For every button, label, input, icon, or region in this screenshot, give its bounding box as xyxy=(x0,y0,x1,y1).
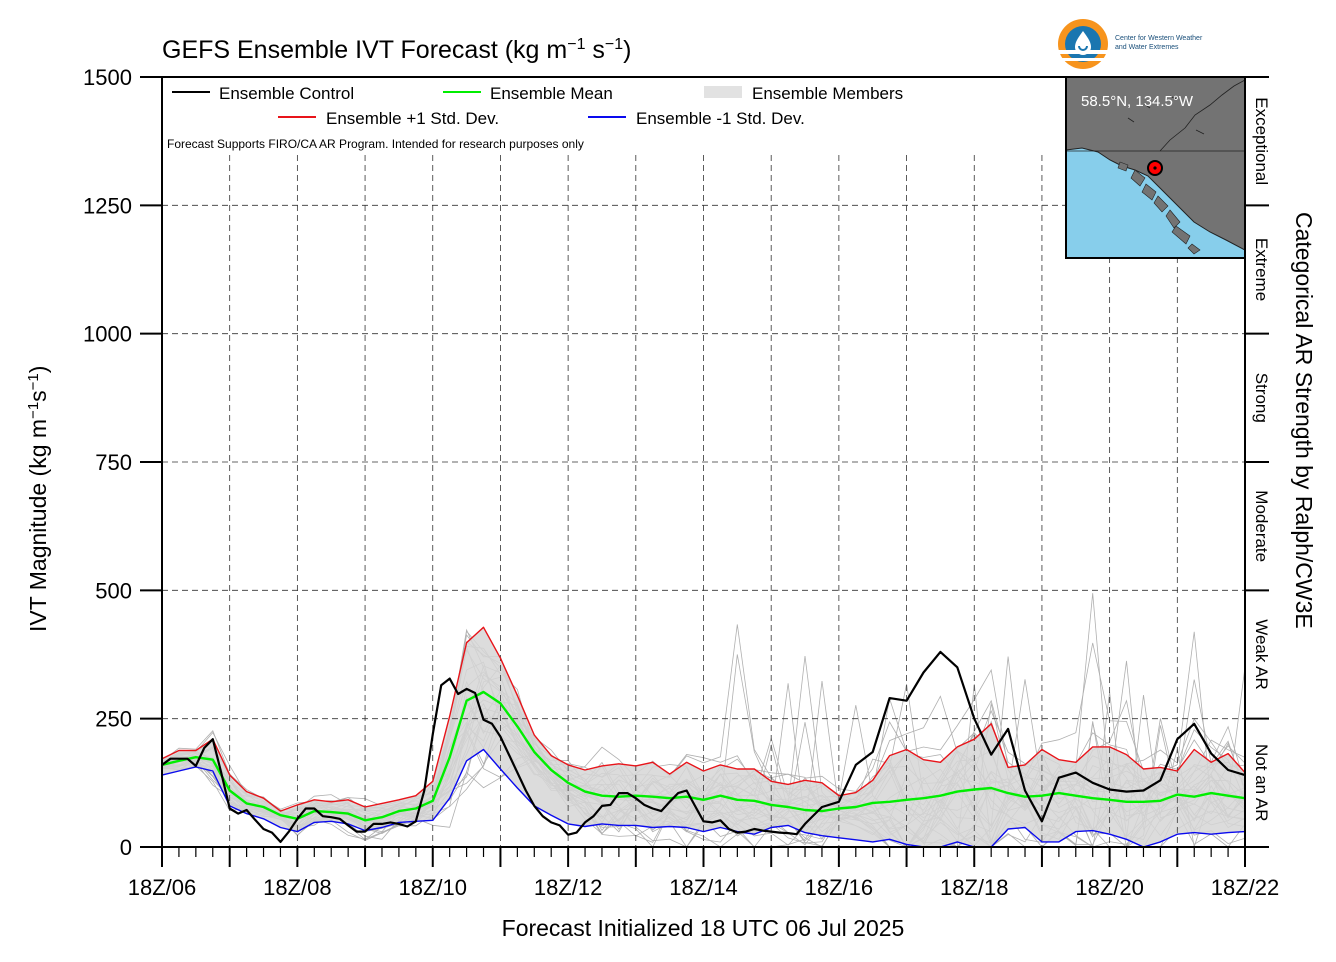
x-tick-label: 18Z/06 xyxy=(128,875,197,900)
std-dev-shading xyxy=(162,627,1245,847)
ar-category-label: Strong xyxy=(1252,373,1271,423)
grid-lines xyxy=(162,77,1245,847)
y-tick-label: 750 xyxy=(95,450,132,475)
x-tick-label: 18Z/16 xyxy=(805,875,874,900)
x-tick-label: 18Z/22 xyxy=(1211,875,1280,900)
std-dev-band xyxy=(162,627,1245,847)
x-tick-label: 18Z/14 xyxy=(669,875,738,900)
x-tick-label: 18Z/12 xyxy=(534,875,603,900)
ar-category-label: Exceptional xyxy=(1252,97,1271,185)
ar-category-label: Extreme xyxy=(1252,238,1271,301)
series-line-plus-sd xyxy=(161,626,1246,812)
series-line-minus-sd xyxy=(161,748,1246,848)
x-tick-label: 18Z/20 xyxy=(1075,875,1144,900)
cw3e-logo: Center for Western Weather and Water Ext… xyxy=(1058,19,1203,69)
y-tick-label: 1000 xyxy=(83,322,132,347)
map-frame xyxy=(1065,76,1246,259)
legend-label-plus-sd: Ensemble +1 Std. Dev. xyxy=(326,109,499,128)
legend-swatch-members xyxy=(704,86,742,98)
legend-label-minus-sd: Ensemble -1 Std. Dev. xyxy=(636,109,805,128)
ar-category-label: Weak AR xyxy=(1252,619,1271,690)
map-location-label: 58.5°N, 134.5°W xyxy=(1081,93,1194,110)
map-borders xyxy=(1066,79,1246,152)
tick-labels: 0 250 500 750 1000 1250 1500 18Z/06 18Z/08 18Z/10… xyxy=(83,65,1279,900)
legend: Ensemble Control Ensemble Mean Ensemble … xyxy=(167,84,903,151)
y-tick-label: 0 xyxy=(120,835,132,860)
inset-map: 58.5°N, 134.5°W xyxy=(1065,76,1246,259)
ar-category-label: Moderate xyxy=(1252,490,1271,562)
x-tick-label: 18Z/08 xyxy=(263,875,332,900)
map-islands xyxy=(1117,161,1201,255)
ar-category-label: Not an AR xyxy=(1252,744,1271,822)
x-axis-label: Forecast Initialized 18 UTC 06 Jul 2025 xyxy=(502,915,905,941)
legend-label-members: Ensemble Members xyxy=(752,84,903,103)
research-note: Forecast Supports FIRO/CA AR Program. In… xyxy=(167,137,584,151)
y-tick-label: 1250 xyxy=(83,193,132,218)
logo-wave-2 xyxy=(1058,58,1108,61)
x-tick-label: 18Z/10 xyxy=(399,875,468,900)
legend-label-mean: Ensemble Mean xyxy=(490,84,613,103)
logo-line-1: Center for Western Weather xyxy=(1115,35,1203,42)
series-line-control xyxy=(161,650,1246,844)
logo-line-2: and Water Extremes xyxy=(1115,44,1179,51)
location-marker-center xyxy=(1153,166,1157,170)
y-tick-label: 1500 xyxy=(83,65,132,90)
ar-category-labels: Not an AR Weak AR Moderate Strong Extreme Exc… xyxy=(1252,97,1271,821)
y-tick-label: 250 xyxy=(95,707,132,732)
chart-title: GEFS Ensemble IVT Forecast (kg m−1 s−1) xyxy=(162,36,632,64)
series-line-mean xyxy=(161,690,1246,822)
right-axis-title: Categorical AR Strength by Ralph/CW3E xyxy=(1291,212,1317,629)
y-axis-label: IVT Magnitude (kg m−1s−1) xyxy=(25,366,51,632)
legend-label-control: Ensemble Control xyxy=(219,84,354,103)
x-tick-label: 18Z/18 xyxy=(940,875,1009,900)
drop-swirl-icon xyxy=(1078,45,1088,51)
series-lines xyxy=(161,626,1246,848)
y-tick-label: 500 xyxy=(95,578,132,603)
